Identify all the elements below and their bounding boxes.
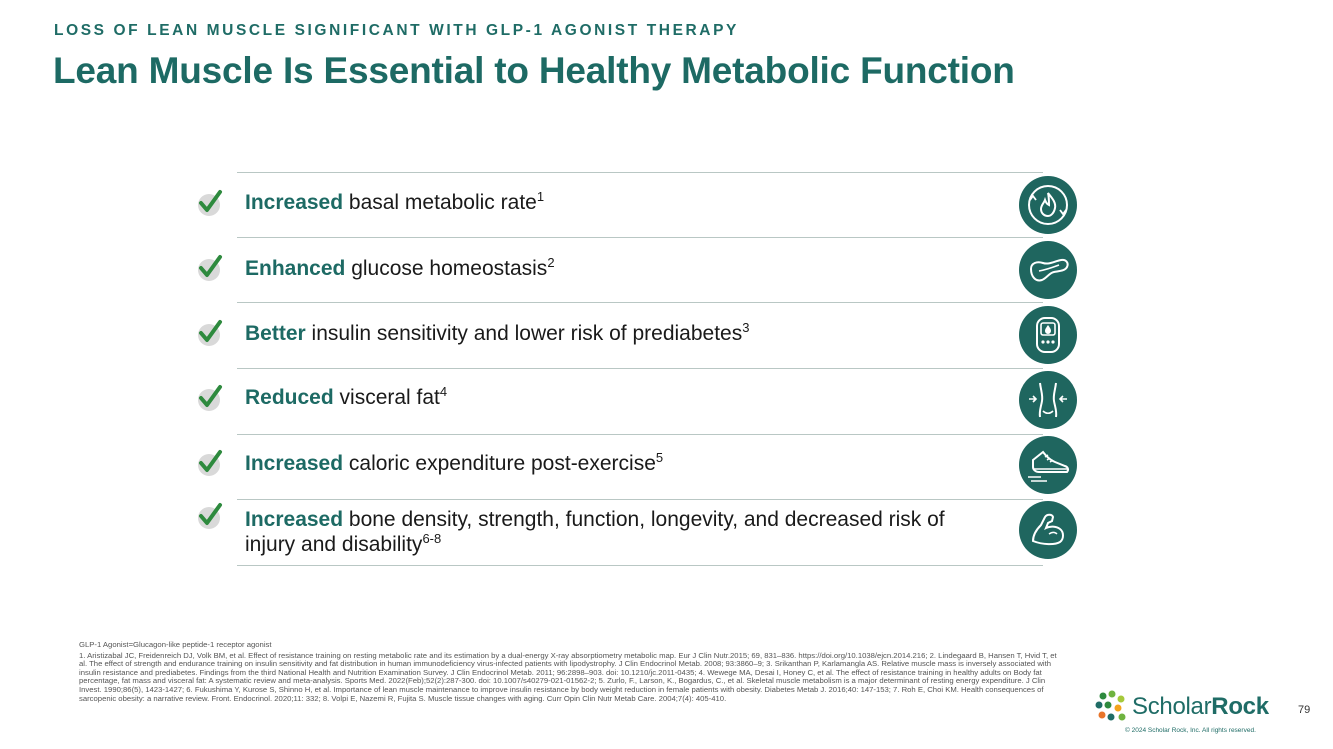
metabolism-flame-icon <box>1019 176 1077 234</box>
checkmark-icon <box>198 503 222 529</box>
divider <box>237 172 1043 173</box>
benefit-row-6: Increased bone density, strength, functi… <box>195 497 1085 563</box>
divider <box>237 302 1043 303</box>
abbreviation-note: GLP-1 Agonist=Glucagon-like peptide-1 re… <box>79 640 272 649</box>
slide-title: Lean Muscle Is Essential to Healthy Meta… <box>53 50 1015 91</box>
checkmark-icon <box>198 255 222 281</box>
checkmark-icon <box>198 190 222 216</box>
references: 1. Aristizabal JC, Freidenreich DJ, Volk… <box>79 650 1057 703</box>
benefit-text: Enhanced glucose homeostasis2 <box>245 255 555 280</box>
glucose-meter-icon <box>1019 306 1077 364</box>
divider <box>237 237 1043 238</box>
benefit-text: Reduced visceral fat4 <box>245 384 448 409</box>
checkmark-icon <box>198 385 222 411</box>
benefit-row-1: Increased basal metabolic rate1 <box>195 172 1085 237</box>
benefits-list: Increased basal metabolic rate1 Enhanced… <box>195 172 1085 566</box>
divider <box>237 368 1043 369</box>
footnotes: GLP-1 Agonist=Glucagon-like peptide-1 re… <box>79 640 1064 703</box>
benefit-row-3: Better insulin sensitivity and lower ris… <box>195 302 1085 367</box>
copyright: © 2024 Scholar Rock, Inc. All rights res… <box>1125 727 1256 734</box>
running-shoe-icon <box>1019 436 1077 494</box>
checkmark-icon <box>198 320 222 346</box>
flexed-arm-icon <box>1019 501 1077 559</box>
benefit-text: Increased bone density, strength, functi… <box>245 508 945 556</box>
benefit-row-5: Increased caloric expenditure post-exerc… <box>195 432 1085 497</box>
scholar-rock-logo: ScholarRock <box>1094 690 1279 724</box>
slide-eyebrow: LOSS OF LEAN MUSCLE SIGNIFICANT WITH GLP… <box>54 22 739 39</box>
page-number: 79 <box>1298 704 1311 716</box>
brand-name: ScholarRock <box>1132 693 1269 720</box>
benefit-text: Increased caloric expenditure post-exerc… <box>245 450 664 475</box>
divider <box>237 434 1043 435</box>
waist-icon <box>1019 371 1077 429</box>
benefit-text: Better insulin sensitivity and lower ris… <box>245 320 750 345</box>
benefit-text: Increased basal metabolic rate1 <box>245 189 545 214</box>
benefit-row-4: Reduced visceral fat4 <box>195 367 1085 432</box>
scholar-rock-logo-mark-icon <box>1095 690 1126 721</box>
checkmark-icon <box>198 450 222 476</box>
divider <box>237 565 1043 566</box>
benefit-row-2: Enhanced glucose homeostasis2 <box>195 237 1085 302</box>
pancreas-icon <box>1019 241 1077 299</box>
divider <box>237 499 1043 500</box>
